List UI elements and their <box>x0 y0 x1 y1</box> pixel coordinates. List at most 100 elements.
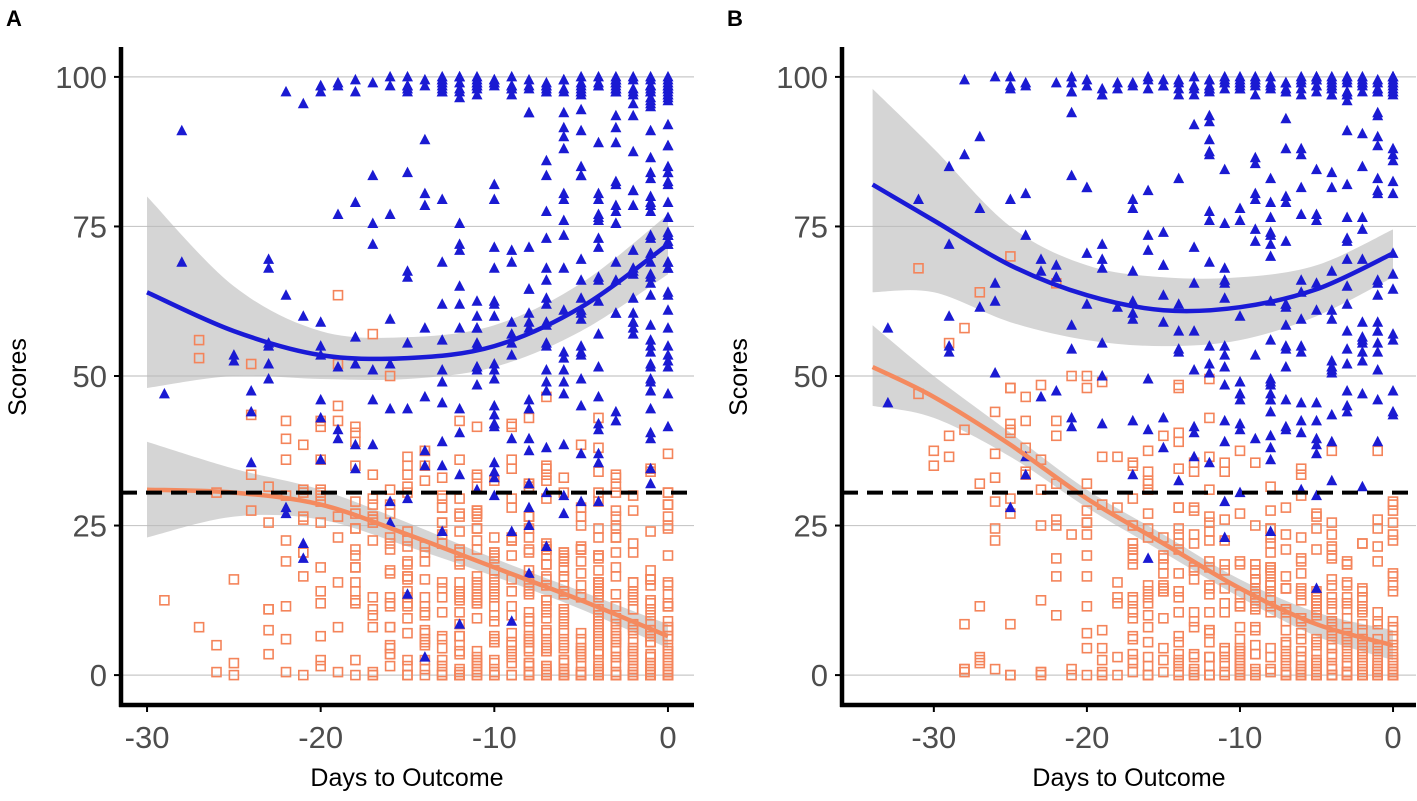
data-point-square <box>315 490 327 501</box>
data-point-square <box>471 508 483 519</box>
data-point-square <box>1188 502 1200 513</box>
data-point-square <box>1081 382 1093 394</box>
data-point-square <box>1142 597 1154 609</box>
data-point-square <box>436 633 448 645</box>
data-point-triangle <box>367 217 379 228</box>
data-point-triangle <box>627 292 639 303</box>
data-point-square <box>1250 663 1261 675</box>
data-point-square <box>523 657 535 669</box>
data-point-square <box>1219 642 1230 654</box>
data-point-triangle <box>1112 301 1123 312</box>
data-point-triangle <box>506 88 518 100</box>
data-point-square <box>436 472 448 484</box>
data-point-triangle <box>1387 79 1399 91</box>
data-point-triangle <box>1004 501 1016 513</box>
data-point-triangle <box>1326 367 1338 378</box>
data-point-square <box>610 472 622 484</box>
data-point-square <box>1265 651 1276 663</box>
data-point-triangle <box>1265 238 1277 249</box>
data-point-square <box>1173 529 1184 540</box>
data-point-square <box>402 571 413 582</box>
data-point-triangle <box>1066 319 1078 330</box>
data-point-square <box>1295 663 1307 675</box>
data-point-square <box>1326 603 1338 615</box>
data-point-square <box>1096 654 1108 666</box>
data-point-triangle <box>1387 142 1399 154</box>
data-point-square <box>610 562 622 573</box>
data-point-triangle <box>959 148 970 160</box>
data-point-square <box>662 600 674 612</box>
data-point-square <box>541 636 552 648</box>
data-point-square <box>593 583 604 594</box>
data-point-triangle <box>1066 420 1078 432</box>
data-point-square <box>541 550 552 561</box>
data-point-square <box>645 651 656 663</box>
data-point-square <box>1265 481 1276 493</box>
panel-b-letter: B <box>727 6 743 31</box>
data-point-triangle <box>523 316 535 327</box>
data-point-square <box>610 532 622 543</box>
data-point-square <box>1326 541 1338 552</box>
data-point-triangle <box>1372 346 1384 357</box>
data-point-square <box>1234 559 1246 570</box>
data-point-square <box>959 424 970 436</box>
data-point-square <box>1112 591 1123 603</box>
data-point-square <box>488 574 500 585</box>
data-point-square <box>593 550 604 561</box>
data-point-square <box>384 568 396 579</box>
data-point-square <box>1127 603 1139 615</box>
data-point-square <box>1142 651 1154 663</box>
data-point-square <box>1035 379 1047 391</box>
data-point-square <box>506 636 518 648</box>
data-point-square <box>228 657 240 669</box>
data-point-square <box>1326 553 1338 564</box>
fit-line-high <box>146 242 670 362</box>
data-point-square <box>541 645 552 657</box>
data-point-triangle <box>1356 223 1368 234</box>
data-point-square <box>384 639 396 651</box>
data-point-square <box>1387 517 1399 528</box>
data-point-square <box>419 636 431 648</box>
data-point-triangle <box>1127 468 1139 480</box>
data-point-square <box>1295 633 1307 645</box>
data-point-square <box>1311 657 1322 669</box>
data-point-triangle <box>1249 76 1261 88</box>
data-point-triangle <box>1356 316 1368 327</box>
data-point-triangle <box>419 73 431 85</box>
data-point-square <box>1357 645 1368 657</box>
data-point-triangle <box>349 358 361 369</box>
data-point-triangle <box>1341 399 1353 411</box>
data-point-triangle <box>1295 148 1307 160</box>
data-point-triangle <box>1096 417 1108 429</box>
data-point-square <box>367 603 379 615</box>
data-point-square <box>523 412 535 424</box>
data-point-square <box>506 493 518 504</box>
data-point-triangle <box>454 468 466 480</box>
data-point-triangle <box>1096 337 1108 348</box>
data-point-triangle <box>1249 157 1261 169</box>
data-point-triangle <box>645 277 657 288</box>
data-point-triangle <box>1004 193 1016 204</box>
data-point-square <box>1234 660 1246 672</box>
data-point-square <box>228 669 240 681</box>
data-point-triangle <box>315 453 327 465</box>
data-point-square <box>1066 669 1077 681</box>
data-point-triangle <box>913 193 924 204</box>
data-point-triangle <box>1173 298 1185 309</box>
data-point-square <box>1326 550 1338 561</box>
data-point-triangle <box>989 70 1001 82</box>
data-point-triangle <box>1096 82 1108 94</box>
data-point-square <box>593 627 604 639</box>
data-point-triangle <box>1127 414 1139 426</box>
data-point-triangle <box>471 310 483 321</box>
data-point-triangle <box>1249 193 1261 204</box>
data-point-triangle <box>1249 187 1261 199</box>
data-point-triangle <box>402 166 413 178</box>
data-point-triangle <box>436 193 448 204</box>
data-point-square <box>454 585 465 597</box>
data-point-square <box>454 669 465 681</box>
data-point-square <box>471 535 483 546</box>
data-point-square <box>1250 624 1261 636</box>
data-point-square <box>1066 529 1077 540</box>
data-point-square <box>627 588 639 600</box>
